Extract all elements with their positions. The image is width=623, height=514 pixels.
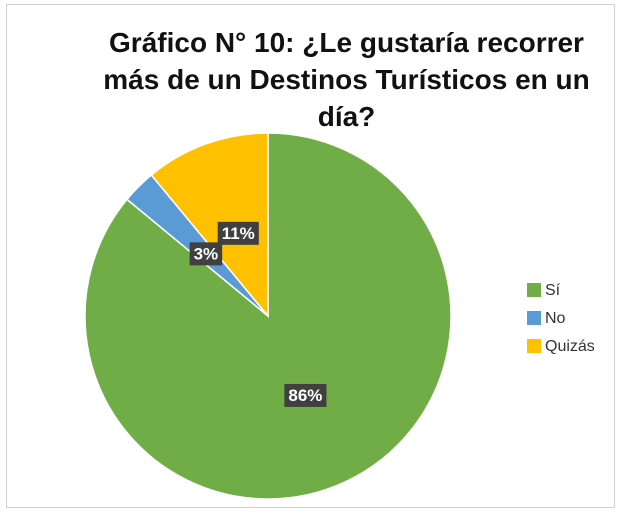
legend-label: Sí — [545, 282, 561, 299]
legend-label: No — [545, 310, 566, 327]
data-label-group: 86% — [284, 383, 327, 407]
data-label-group: 11% — [217, 221, 259, 245]
pie-slice — [150, 132, 269, 319]
chart-title: Gráfico N° 10: ¿Le gustaría recorrer más… — [88, 10, 605, 132]
legend-swatch — [527, 283, 541, 297]
data-label: 3% — [194, 244, 219, 263]
data-label-group: 3% — [189, 242, 223, 266]
data-label: 11% — [222, 224, 255, 243]
data-label: 86% — [288, 386, 322, 405]
data-label-box — [284, 383, 327, 407]
data-label-box — [217, 221, 259, 245]
legend-swatch — [527, 339, 541, 353]
chart-frame — [6, 4, 615, 508]
data-label-box — [189, 242, 223, 266]
legend-label: Quizás — [545, 338, 595, 355]
legend-swatch — [527, 311, 541, 325]
